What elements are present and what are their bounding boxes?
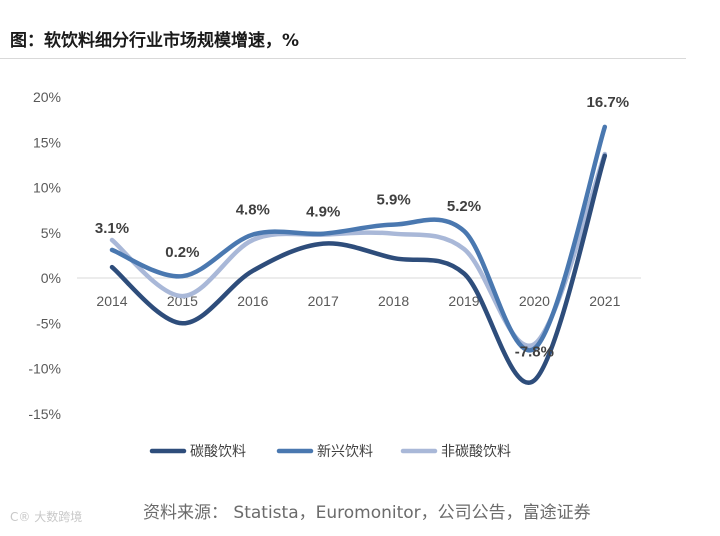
x-tick-label: 2020 — [519, 293, 550, 309]
y-tick-label: -10% — [28, 361, 61, 377]
series-line-2 — [109, 124, 608, 353]
legend-label: 新兴饮料 — [317, 444, 373, 460]
data-label: 5.2% — [447, 198, 481, 215]
data-label: -7.8% — [515, 344, 554, 361]
x-tick-label: 2021 — [589, 293, 620, 309]
page-title: 图：软饮料细分行业市场规模增速，% — [10, 31, 300, 51]
y-tick-label: 20% — [33, 89, 61, 105]
y-tick-label: 15% — [33, 134, 61, 150]
y-tick-label: -5% — [36, 315, 61, 331]
x-tick-label: 2016 — [237, 293, 268, 309]
data-label: 0.2% — [165, 244, 199, 261]
data-label: 16.7% — [587, 94, 630, 111]
legend-label: 碳酸饮料 — [190, 444, 246, 460]
x-tick-label: 2017 — [308, 293, 339, 309]
data-label: 5.9% — [376, 192, 410, 209]
legend: 碳酸饮料 新兴饮料 非碳酸饮料 — [149, 444, 511, 460]
data-labels: 3.1% 0.2% 4.8% 4.9% 5.9% 5.2% -7.8% 16.7% — [95, 94, 629, 361]
x-tick-label: 2014 — [96, 293, 127, 309]
y-axis: 20% 15% 10% 5% 0% -5% -10% -15% — [28, 89, 61, 422]
y-tick-label: 0% — [41, 270, 61, 286]
title-divider — [0, 58, 686, 59]
legend-label: 非碳酸饮料 — [441, 444, 511, 460]
y-tick-label: 5% — [41, 225, 61, 241]
source-note: 资料来源： Statista，Euromonitor，公司公告，富途证券 — [143, 503, 591, 523]
series-lines — [109, 124, 608, 385]
y-tick-label: 10% — [33, 180, 61, 196]
data-label: 4.9% — [306, 204, 340, 221]
x-tick-label: 2019 — [448, 293, 479, 309]
watermark: C® 大数跨境 — [10, 510, 83, 524]
data-label: 3.1% — [95, 220, 129, 237]
data-label: 4.8% — [236, 202, 270, 219]
y-tick-label: -15% — [28, 406, 61, 422]
series-line-1 — [109, 153, 608, 385]
x-tick-label: 2018 — [378, 293, 409, 309]
